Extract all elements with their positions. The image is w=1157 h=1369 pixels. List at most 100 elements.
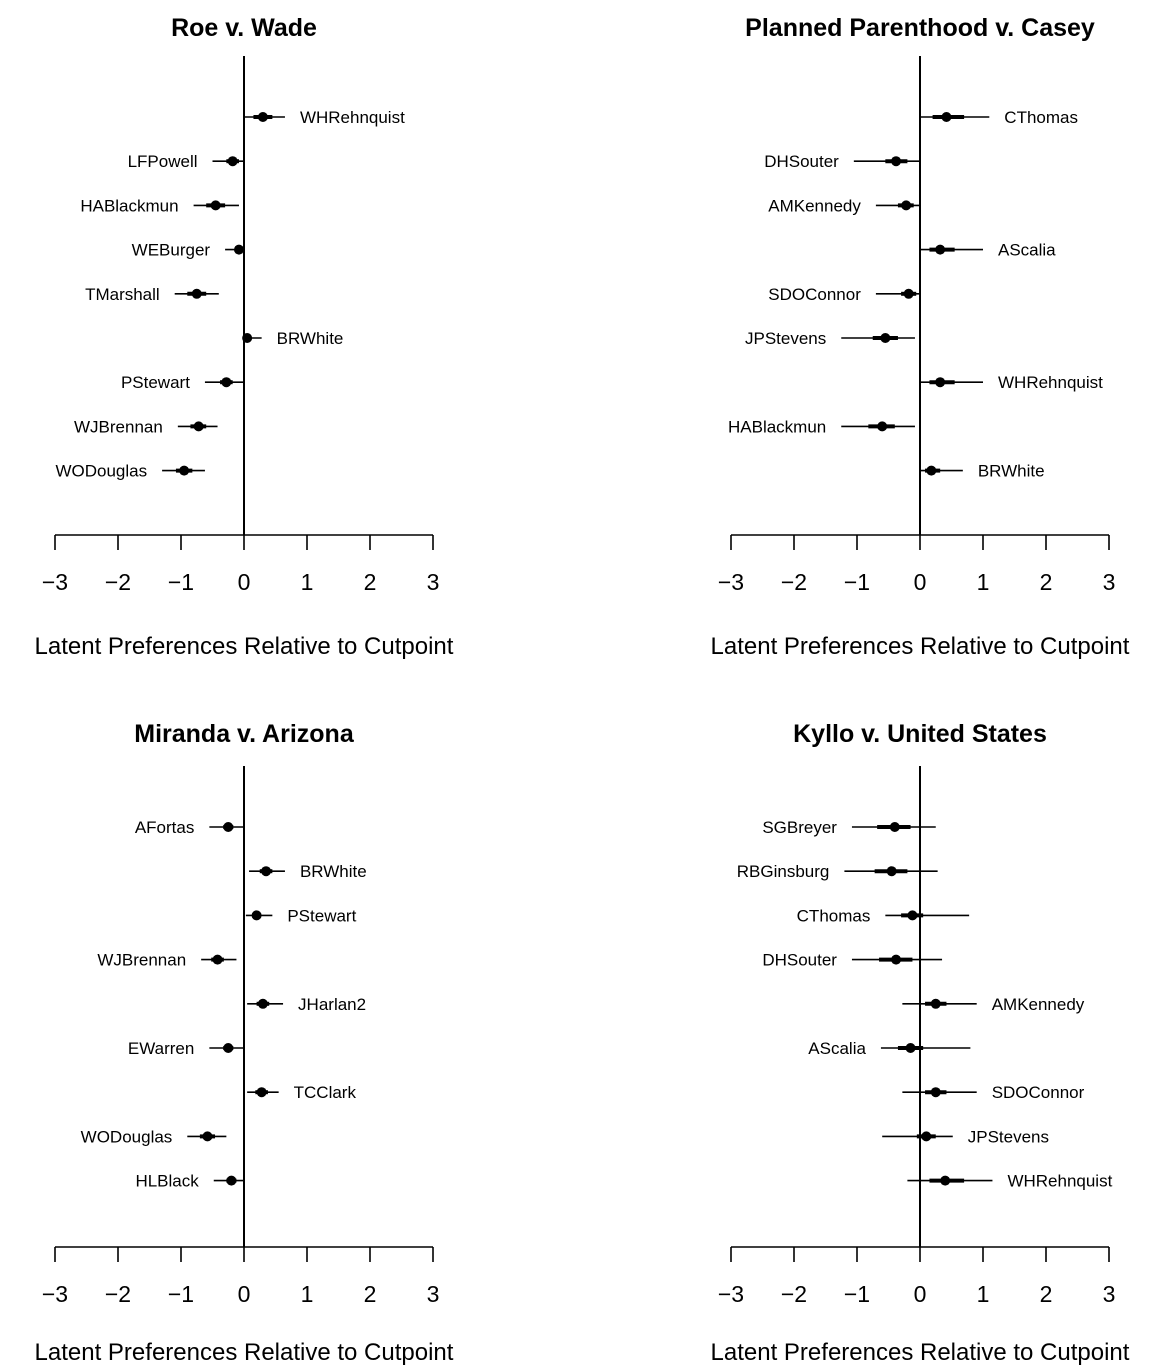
judge-row: WEBurger [132,241,244,260]
panel-title: Planned Parenthood v. Casey [745,14,1095,42]
x-tick-label: −1 [844,1281,870,1307]
judge-row: SDOConnor [902,1083,1085,1102]
x-tick-label: 1 [977,569,990,595]
panel-title: Kyllo v. United States [793,720,1047,748]
judge-row: AMKennedy [902,995,1085,1014]
estimate-point [921,1131,932,1142]
judge-label: AMKennedy [992,995,1085,1014]
judge-label: JPStevens [968,1127,1049,1146]
estimate-point [256,1087,267,1098]
estimate-point [202,1131,213,1142]
judge-label: HLBlack [135,1172,199,1191]
judge-label: CThomas [797,906,871,925]
estimate-point [242,333,253,343]
judge-row: HABlackmun [728,417,915,436]
judge-row: PStewart [121,373,244,392]
estimate-point [233,244,244,255]
judge-label: AScalia [998,241,1056,260]
judge-label: WHRehnquist [998,373,1103,392]
estimate-point [261,866,272,877]
judge-row: AScalia [808,1039,971,1058]
estimate-point [930,998,941,1009]
x-tick-label: 0 [238,1281,251,1307]
judge-label: BRWhite [978,462,1045,481]
x-tick-label: 1 [977,1281,990,1307]
estimate-point [935,244,946,255]
x-axis-title: Latent Preferences Relative to Cutpoint [711,1339,1130,1366]
estimate-point [221,377,232,388]
x-tick-label: −3 [718,1281,744,1307]
x-tick-label: 0 [914,1281,927,1307]
judge-label: WJBrennan [74,417,163,436]
estimate-point [193,421,204,432]
x-axis-title: Latent Preferences Relative to Cutpoint [35,633,454,660]
judge-row: JPStevens [745,329,915,348]
estimate-point [901,200,912,211]
estimate-point [940,1175,951,1186]
estimate-point [191,288,202,299]
judge-label: AScalia [808,1039,866,1058]
judge-row: WHRehnquist [920,373,1103,392]
judge-row: DHSouter [762,951,943,970]
judge-row: BRWhite [249,862,367,881]
judge-label: WODouglas [81,1127,173,1146]
x-tick-label: 0 [238,569,251,595]
x-tick-label: −1 [844,569,870,595]
x-tick-label: −2 [105,569,131,595]
judge-label: DHSouter [762,951,837,970]
judge-row: AMKennedy [768,196,920,215]
chart-panel-4: Kyllo v. United States SGBreyer RBGinsburg… [711,720,1130,1366]
judge-label: BRWhite [300,862,367,881]
judge-row: TMarshall [85,285,219,304]
judge-row: BRWhite [242,329,343,348]
judge-row: CThomas [920,108,1078,127]
chart-panel-3: Miranda v. Arizona AFortas BRWhite PStewart… [35,720,454,1366]
judge-label: WHRehnquist [300,108,405,127]
estimate-point [891,954,902,965]
estimate-point [886,866,897,877]
judge-label: AMKennedy [768,196,861,215]
x-tick-label: 3 [1103,1281,1116,1307]
judge-row: JHarlan2 [247,995,366,1014]
judge-label: BRWhite [277,329,344,348]
judge-label: SGBreyer [762,818,837,837]
estimate-point [212,954,223,965]
judge-label: TMarshall [85,285,160,304]
x-tick-label: 2 [1040,1281,1053,1307]
judge-label: TCClark [294,1083,357,1102]
judge-row: WODouglas [81,1127,227,1146]
x-tick-label: 2 [364,1281,377,1307]
judge-label: CThomas [1004,108,1078,127]
judge-label: SDOConnor [768,285,861,304]
panel-title: Roe v. Wade [171,14,317,42]
judge-row: BRWhite [920,462,1045,481]
x-tick-label: −3 [718,569,744,595]
judge-row: WHRehnquist [907,1172,1113,1191]
x-tick-label: 1 [301,1281,314,1307]
judge-row: HABlackmun [80,196,239,215]
x-tick-label: 1 [301,569,314,595]
x-tick-label: −3 [42,569,68,595]
judge-row: JPStevens [882,1127,1049,1146]
judge-label: WODouglas [55,462,147,481]
judge-row: WJBrennan [97,951,237,970]
judge-label: WHRehnquist [1007,1172,1112,1191]
x-tick-label: −1 [168,1281,194,1307]
judge-label: DHSouter [764,152,839,171]
judge-row: HLBlack [135,1172,244,1191]
judge-label: HABlackmun [728,417,826,436]
judge-label: PStewart [287,906,356,925]
estimate-point [877,421,888,432]
judge-label: HABlackmun [80,196,178,215]
judge-row: DHSouter [764,152,920,171]
x-tick-label: 2 [1040,569,1053,595]
judge-label: EWarren [128,1039,194,1058]
chart-panel-2: Planned Parenthood v. Casey CThomas DHSout… [711,14,1130,660]
x-tick-label: −2 [105,1281,131,1307]
estimate-point [257,998,268,1009]
judge-label: LFPowell [128,152,198,171]
judge-row: TCClark [247,1083,356,1102]
judge-label: WJBrennan [97,951,186,970]
judge-row: PStewart [245,906,357,925]
